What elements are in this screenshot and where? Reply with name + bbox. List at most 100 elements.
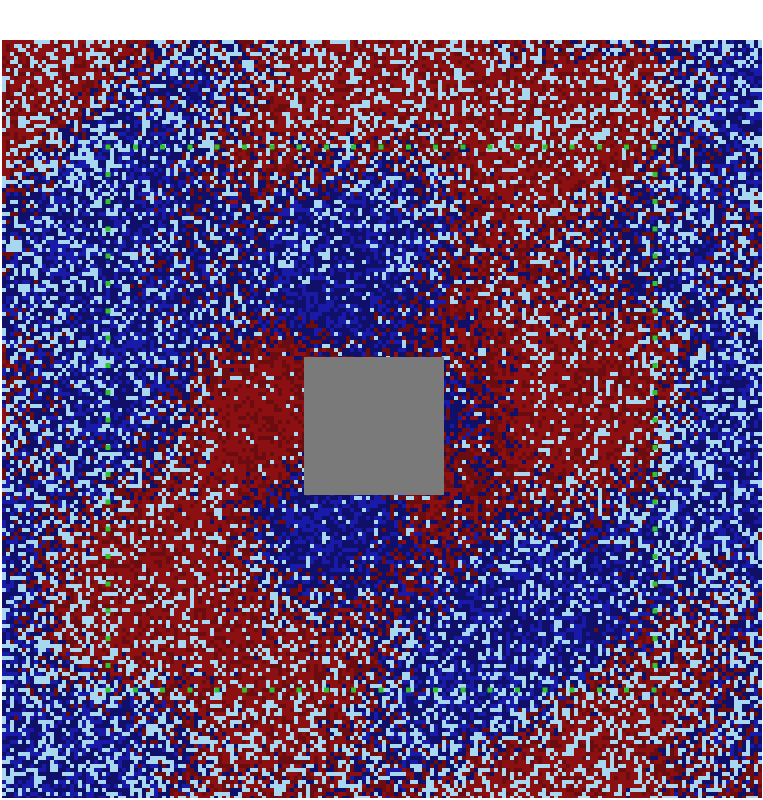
field-cell	[490, 44, 494, 48]
field-cell	[438, 60, 442, 64]
field-cell	[82, 152, 86, 156]
field-cell	[334, 72, 338, 76]
field-cell	[650, 60, 658, 64]
field-cell	[734, 212, 738, 216]
field-cell	[758, 212, 762, 216]
field-cell	[578, 160, 582, 164]
field-cell	[14, 216, 18, 220]
field-cell	[682, 120, 686, 124]
field-cell	[410, 220, 414, 224]
field-cell	[338, 220, 342, 224]
field-cell	[438, 96, 442, 100]
field-cell	[658, 120, 662, 124]
field-cell	[430, 172, 434, 176]
field-cell	[194, 84, 198, 88]
field-cell	[610, 88, 622, 92]
field-cell	[670, 64, 678, 68]
field-cell	[210, 100, 214, 104]
field-cell	[618, 136, 622, 140]
field-cell	[22, 92, 26, 96]
field-cell	[190, 132, 194, 136]
field-cell	[114, 220, 122, 224]
field-cell	[390, 148, 394, 152]
field-cell	[622, 164, 630, 168]
field-cell	[482, 96, 486, 100]
field-cell	[586, 72, 598, 76]
field-cell	[462, 108, 470, 112]
field-cell	[634, 184, 642, 188]
field-cell	[126, 128, 130, 132]
field-cell	[658, 156, 666, 160]
field-cell	[750, 132, 754, 136]
field-cell	[198, 136, 202, 140]
field-cell	[154, 116, 158, 120]
field-cell	[94, 80, 98, 84]
field-cell	[462, 156, 466, 160]
field-cell	[250, 112, 258, 116]
field-cell	[626, 52, 630, 56]
field-cell	[646, 184, 650, 188]
field-cell	[110, 60, 118, 64]
field-cell	[50, 88, 54, 92]
field-cell	[338, 72, 342, 76]
field-cell	[734, 108, 738, 112]
field-cell	[398, 120, 406, 124]
field-cell	[362, 172, 366, 176]
field-cell	[138, 68, 146, 72]
field-cell	[722, 216, 726, 220]
field-cell	[734, 60, 746, 64]
field-cell	[258, 104, 270, 108]
field-cell	[674, 172, 678, 176]
field-cell	[414, 100, 422, 104]
field-cell	[710, 188, 714, 192]
field-cell	[302, 80, 306, 84]
field-cell	[530, 192, 534, 196]
field-cell	[578, 168, 582, 172]
field-cell	[542, 80, 550, 84]
field-cell	[230, 116, 234, 120]
field-cell	[102, 64, 106, 68]
field-cell	[254, 196, 258, 200]
field-cell	[358, 56, 362, 60]
field-cell	[598, 116, 602, 120]
field-cell	[310, 80, 318, 84]
field-cell	[194, 124, 202, 128]
field-cell	[490, 136, 498, 140]
field-cell	[342, 104, 350, 108]
field-cell	[458, 156, 462, 160]
field-cell	[122, 60, 126, 64]
field-cell	[214, 72, 218, 76]
field-cell	[466, 200, 470, 204]
field-cell	[546, 196, 550, 200]
field-cell	[622, 156, 626, 160]
field-cell	[446, 56, 450, 60]
field-cell	[190, 212, 194, 216]
field-cell	[590, 92, 594, 96]
field-cell	[538, 96, 546, 100]
field-cell	[458, 132, 462, 136]
field-cell	[258, 192, 262, 196]
field-cell	[546, 140, 550, 144]
field-cell	[342, 204, 346, 208]
field-cell	[722, 40, 726, 44]
field-cell	[302, 52, 310, 56]
field-cell	[402, 208, 406, 212]
field-cell	[2, 84, 6, 88]
field-cell	[686, 56, 694, 60]
field-cell	[550, 40, 554, 44]
field-cell	[710, 132, 714, 136]
field-cell	[378, 204, 382, 208]
field-cell	[410, 136, 414, 140]
field-cell	[402, 92, 406, 96]
field-cell	[486, 180, 490, 184]
field-cell	[346, 148, 350, 152]
field-cell	[326, 128, 330, 132]
field-cell	[106, 140, 110, 144]
field-cell	[314, 160, 326, 164]
field-cell	[490, 168, 494, 172]
field-cell	[282, 192, 286, 196]
field-cell	[294, 220, 298, 224]
field-cell	[550, 208, 562, 212]
field-cell	[494, 144, 498, 148]
field-cell	[566, 92, 570, 96]
